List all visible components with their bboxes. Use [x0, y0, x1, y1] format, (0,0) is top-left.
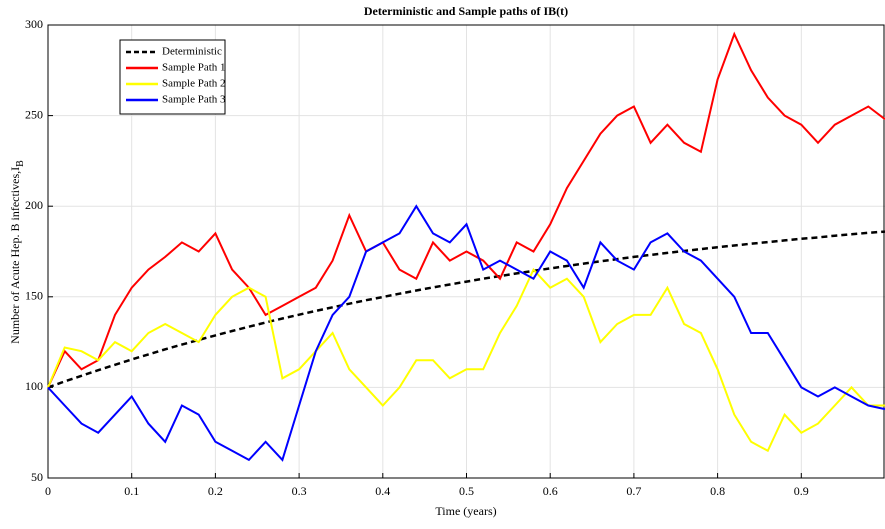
x-axis-label: Time (years) — [435, 504, 496, 518]
chart-title: Deterministic and Sample paths of IB(t) — [364, 4, 568, 18]
x-tick-label: 0.4 — [375, 484, 390, 498]
y-tick-label: 200 — [25, 198, 43, 212]
legend: Deterministic Sample Path 1 Sample Path 2 S… — [119, 39, 226, 115]
y-axis-label-group: Number of Acute Hep. B infectives,IB — [8, 160, 27, 344]
y-tick-label: 150 — [25, 289, 43, 303]
x-tick-label: 0.6 — [543, 484, 558, 498]
x-tick-label: 0.3 — [292, 484, 307, 498]
series-line — [47, 230, 885, 389]
series-line — [47, 204, 885, 462]
y-tick-label: 50 — [31, 470, 43, 484]
series-line — [47, 31, 885, 388]
y-axis-label: Number of Acute Hep. B infectives,IB — [8, 160, 27, 344]
y-axis-label-main: Number of Acute Hep. B infectives,I — [8, 167, 22, 344]
series-line — [47, 267, 885, 453]
legend-label: Sample Path 3 — [162, 94, 226, 106]
x-tick-label: 0.9 — [794, 484, 809, 498]
plot-frame — [47, 24, 885, 479]
y-axis-label-subscript: B — [15, 160, 26, 167]
x-tick-label: 0.7 — [626, 484, 641, 498]
x-tick-label: 0.8 — [710, 484, 725, 498]
y-tick-label: 300 — [25, 17, 43, 31]
x-tick-label: 0 — [45, 484, 51, 498]
legend-label: Deterministic — [162, 46, 222, 58]
x-tick-label: 0.5 — [459, 484, 474, 498]
legend-label: Sample Path 2 — [162, 78, 226, 90]
y-tick-label: 100 — [25, 379, 43, 393]
y-tick-label: 250 — [25, 107, 43, 121]
x-tick-label: 0.1 — [124, 484, 139, 498]
legend-label: Sample Path 1 — [162, 62, 226, 74]
x-tick-label: 0.2 — [208, 484, 223, 498]
